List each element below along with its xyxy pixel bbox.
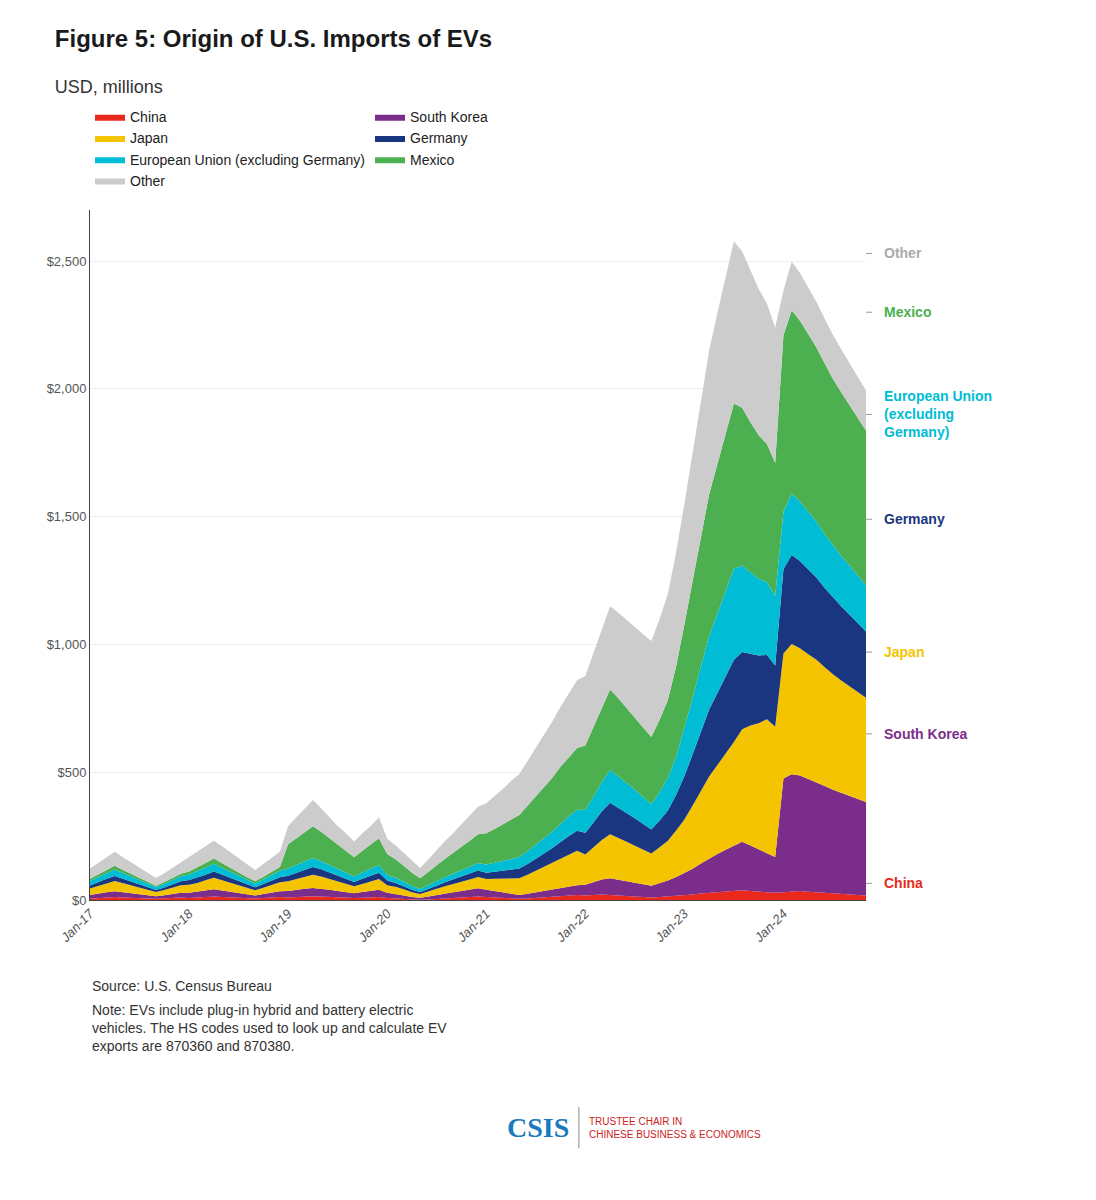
svg-text:Other: Other (884, 245, 922, 261)
svg-text:China: China (130, 109, 167, 125)
svg-text:South Korea: South Korea (884, 726, 967, 742)
svg-text:Figure 5: Origin of U.S. Impor: Figure 5: Origin of U.S. Imports of EVs (55, 25, 492, 52)
svg-text:$500: $500 (57, 765, 86, 780)
svg-text:Jan-23: Jan-23 (652, 906, 692, 946)
svg-text:Mexico: Mexico (884, 304, 931, 320)
svg-text:Source: U.S. Census Bureau: Source: U.S. Census Bureau (92, 978, 272, 994)
svg-text:Jan-20: Jan-20 (354, 906, 394, 946)
svg-text:CSIS: CSIS (507, 1112, 569, 1143)
svg-text:TRUSTEE CHAIR INCHINESE BUSINE: TRUSTEE CHAIR INCHINESE BUSINESS & ECONO… (589, 1116, 761, 1140)
svg-text:Jan-22: Jan-22 (553, 906, 593, 946)
svg-text:European Union (excluding Germ: European Union (excluding Germany) (130, 152, 365, 168)
svg-text:Note: EVs include plug-in hybr: Note: EVs include plug-in hybrid and bat… (92, 1002, 447, 1054)
svg-text:Japan: Japan (884, 644, 924, 660)
svg-text:$2,500: $2,500 (47, 254, 87, 269)
svg-text:$0: $0 (72, 893, 86, 908)
svg-text:Germany: Germany (410, 130, 468, 146)
svg-text:Germany: Germany (884, 511, 945, 527)
svg-text:Jan-17: Jan-17 (57, 906, 97, 946)
svg-text:$2,000: $2,000 (47, 381, 87, 396)
svg-text:Jan-24: Jan-24 (751, 906, 790, 945)
svg-text:China: China (884, 875, 923, 891)
svg-text:$1,000: $1,000 (47, 637, 87, 652)
svg-text:Mexico: Mexico (410, 152, 455, 168)
svg-text:$1,500: $1,500 (47, 509, 87, 524)
svg-text:Other: Other (130, 173, 165, 189)
svg-text:South Korea: South Korea (410, 109, 488, 125)
svg-text:USD, millions: USD, millions (55, 77, 163, 97)
svg-text:Jan-19: Jan-19 (255, 906, 294, 945)
svg-text:Jan-21: Jan-21 (454, 906, 493, 945)
svg-text:Jan-18: Jan-18 (156, 906, 196, 946)
svg-text:European Union(excludingGerman: European Union(excludingGermany) (884, 388, 992, 440)
svg-text:Japan: Japan (130, 130, 168, 146)
